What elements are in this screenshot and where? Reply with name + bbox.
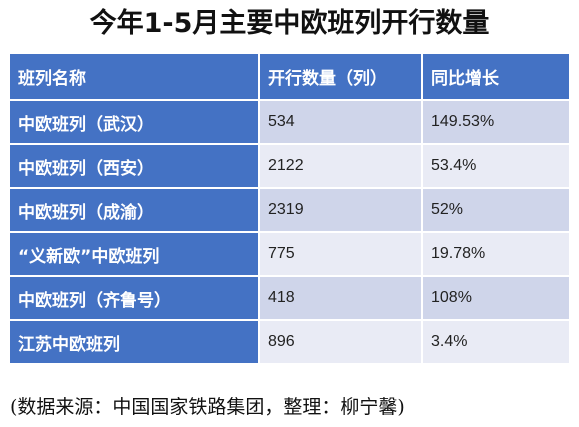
train-name-cell: 中欧班列（西安）: [8, 143, 260, 189]
train-name-cell: 江苏中欧班列: [8, 319, 260, 365]
trip-count-cell: 2122: [258, 143, 423, 189]
table-row: 中欧班列（武汉） 534 149.53%: [8, 99, 571, 145]
trip-count-cell: 775: [258, 231, 423, 277]
trip-count-cell: 896: [258, 319, 423, 365]
yoy-growth-cell: 52%: [421, 187, 571, 233]
table-row: “义新欧”中欧班列 775 19.78%: [8, 231, 571, 277]
header-trip-count: 开行数量（列）: [258, 52, 423, 101]
table-row: 中欧班列（成渝） 2319 52%: [8, 187, 571, 233]
source-note: (数据来源：中国国家铁路集团，整理：柳宁馨): [10, 396, 405, 418]
table-row: 中欧班列（齐鲁号） 418 108%: [8, 275, 571, 321]
train-name-cell: 中欧班列（齐鲁号）: [8, 275, 260, 321]
train-name-cell: 中欧班列（武汉）: [8, 99, 260, 145]
yoy-growth-cell: 53.4%: [421, 143, 571, 189]
yoy-growth-cell: 19.78%: [421, 231, 571, 277]
yoy-growth-cell: 149.53%: [421, 99, 571, 145]
train-name-cell: “义新欧”中欧班列: [8, 231, 260, 277]
trip-count-cell: 534: [258, 99, 423, 145]
table-header-row: 班列名称 开行数量（列） 同比增长: [8, 52, 571, 101]
page-title: 今年1-5月主要中欧班列开行数量: [89, 8, 490, 39]
data-table: 班列名称 开行数量（列） 同比增长 中欧班列（武汉） 534 149.53% 中…: [8, 52, 571, 365]
header-train-name: 班列名称: [8, 52, 260, 101]
table-row: 中欧班列（西安） 2122 53.4%: [8, 143, 571, 189]
trip-count-cell: 418: [258, 275, 423, 321]
header-yoy-growth: 同比增长: [421, 52, 571, 101]
trip-count-cell: 2319: [258, 187, 423, 233]
train-name-cell: 中欧班列（成渝）: [8, 187, 260, 233]
yoy-growth-cell: 108%: [421, 275, 571, 321]
table-row: 江苏中欧班列 896 3.4%: [8, 319, 571, 365]
yoy-growth-cell: 3.4%: [421, 319, 571, 365]
